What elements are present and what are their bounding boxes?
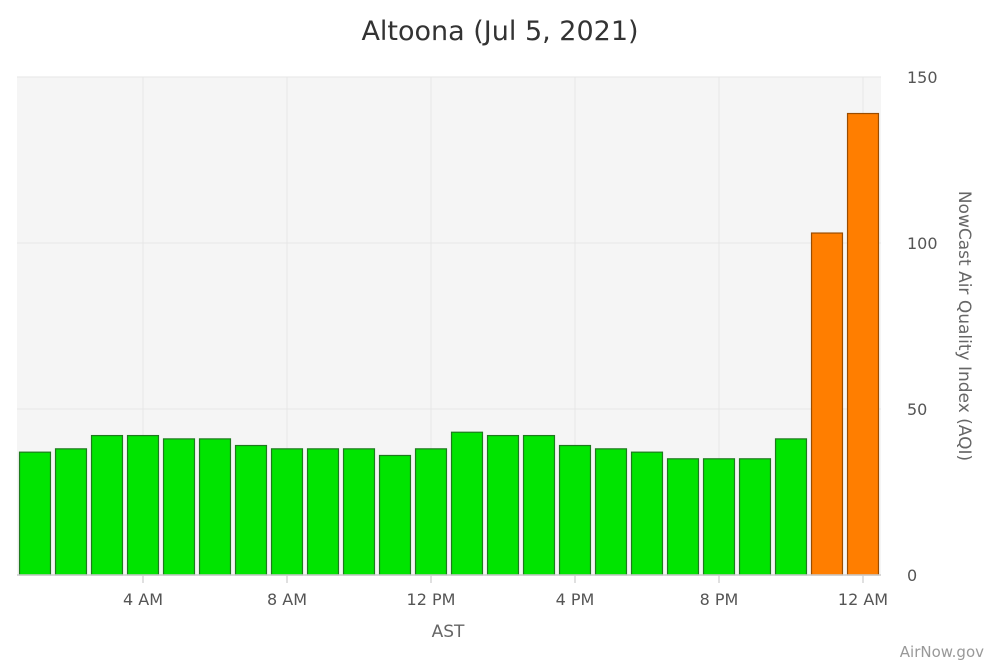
bar-1-pm[interactable] — [450, 431, 484, 576]
y-tick-label: 0 — [907, 566, 917, 585]
bar-1-am[interactable] — [18, 451, 52, 576]
bars — [18, 112, 880, 576]
bar-8-pm[interactable] — [702, 458, 736, 576]
x-tick-labels: 4 AM 8 AM 12 PM 4 PM 8 PM 12 AM — [123, 590, 888, 609]
y-tick-label: 100 — [907, 234, 938, 253]
bar-6-pm[interactable] — [630, 451, 664, 576]
bar-11-am[interactable] — [378, 454, 412, 576]
x-axis-title: AST — [432, 622, 465, 642]
y-tick-label: 50 — [907, 400, 927, 419]
bar-8-am[interactable] — [270, 448, 304, 576]
y-tick-label: 150 — [907, 68, 938, 87]
bar-5-pm[interactable] — [594, 448, 628, 576]
x-tick-label: 8 AM — [267, 590, 307, 609]
x-tick-label: 4 AM — [123, 590, 163, 609]
bar-7-pm[interactable] — [666, 458, 700, 576]
credit-link[interactable]: AirNow.gov — [900, 643, 984, 661]
bar-2-pm[interactable] — [486, 434, 520, 576]
y-tick-labels: 0 50 100 150 — [907, 68, 938, 585]
x-tick-label: 12 PM — [407, 590, 456, 609]
x-tick-label: 8 PM — [700, 590, 739, 609]
bar-2-am[interactable] — [54, 448, 88, 576]
bar-12-am[interactable] — [846, 112, 880, 576]
bar-9-pm[interactable] — [738, 458, 772, 576]
bar-7-am[interactable] — [234, 444, 268, 576]
bar-10-am[interactable] — [342, 448, 376, 576]
bar-3-am[interactable] — [90, 434, 124, 576]
chart-title: Altoona (Jul 5, 2021) — [361, 16, 638, 47]
bar-5-am[interactable] — [162, 438, 196, 576]
bar-6-am[interactable] — [198, 438, 232, 576]
bar-11-pm[interactable] — [810, 232, 844, 576]
plot-area — [17, 77, 881, 575]
axes — [17, 574, 881, 583]
x-tick-label: 12 AM — [838, 590, 888, 609]
bar-3-pm[interactable] — [522, 434, 556, 576]
bar-4-am[interactable] — [126, 434, 160, 576]
bar-4-pm[interactable] — [558, 444, 592, 576]
y-axis-title: NowCast Air Quality Index (AQI) — [954, 191, 974, 461]
bar-12-pm[interactable] — [414, 448, 448, 576]
bar-9-am[interactable] — [306, 448, 340, 576]
bar-10-pm[interactable] — [774, 438, 808, 576]
x-tick-label: 4 PM — [556, 590, 595, 609]
